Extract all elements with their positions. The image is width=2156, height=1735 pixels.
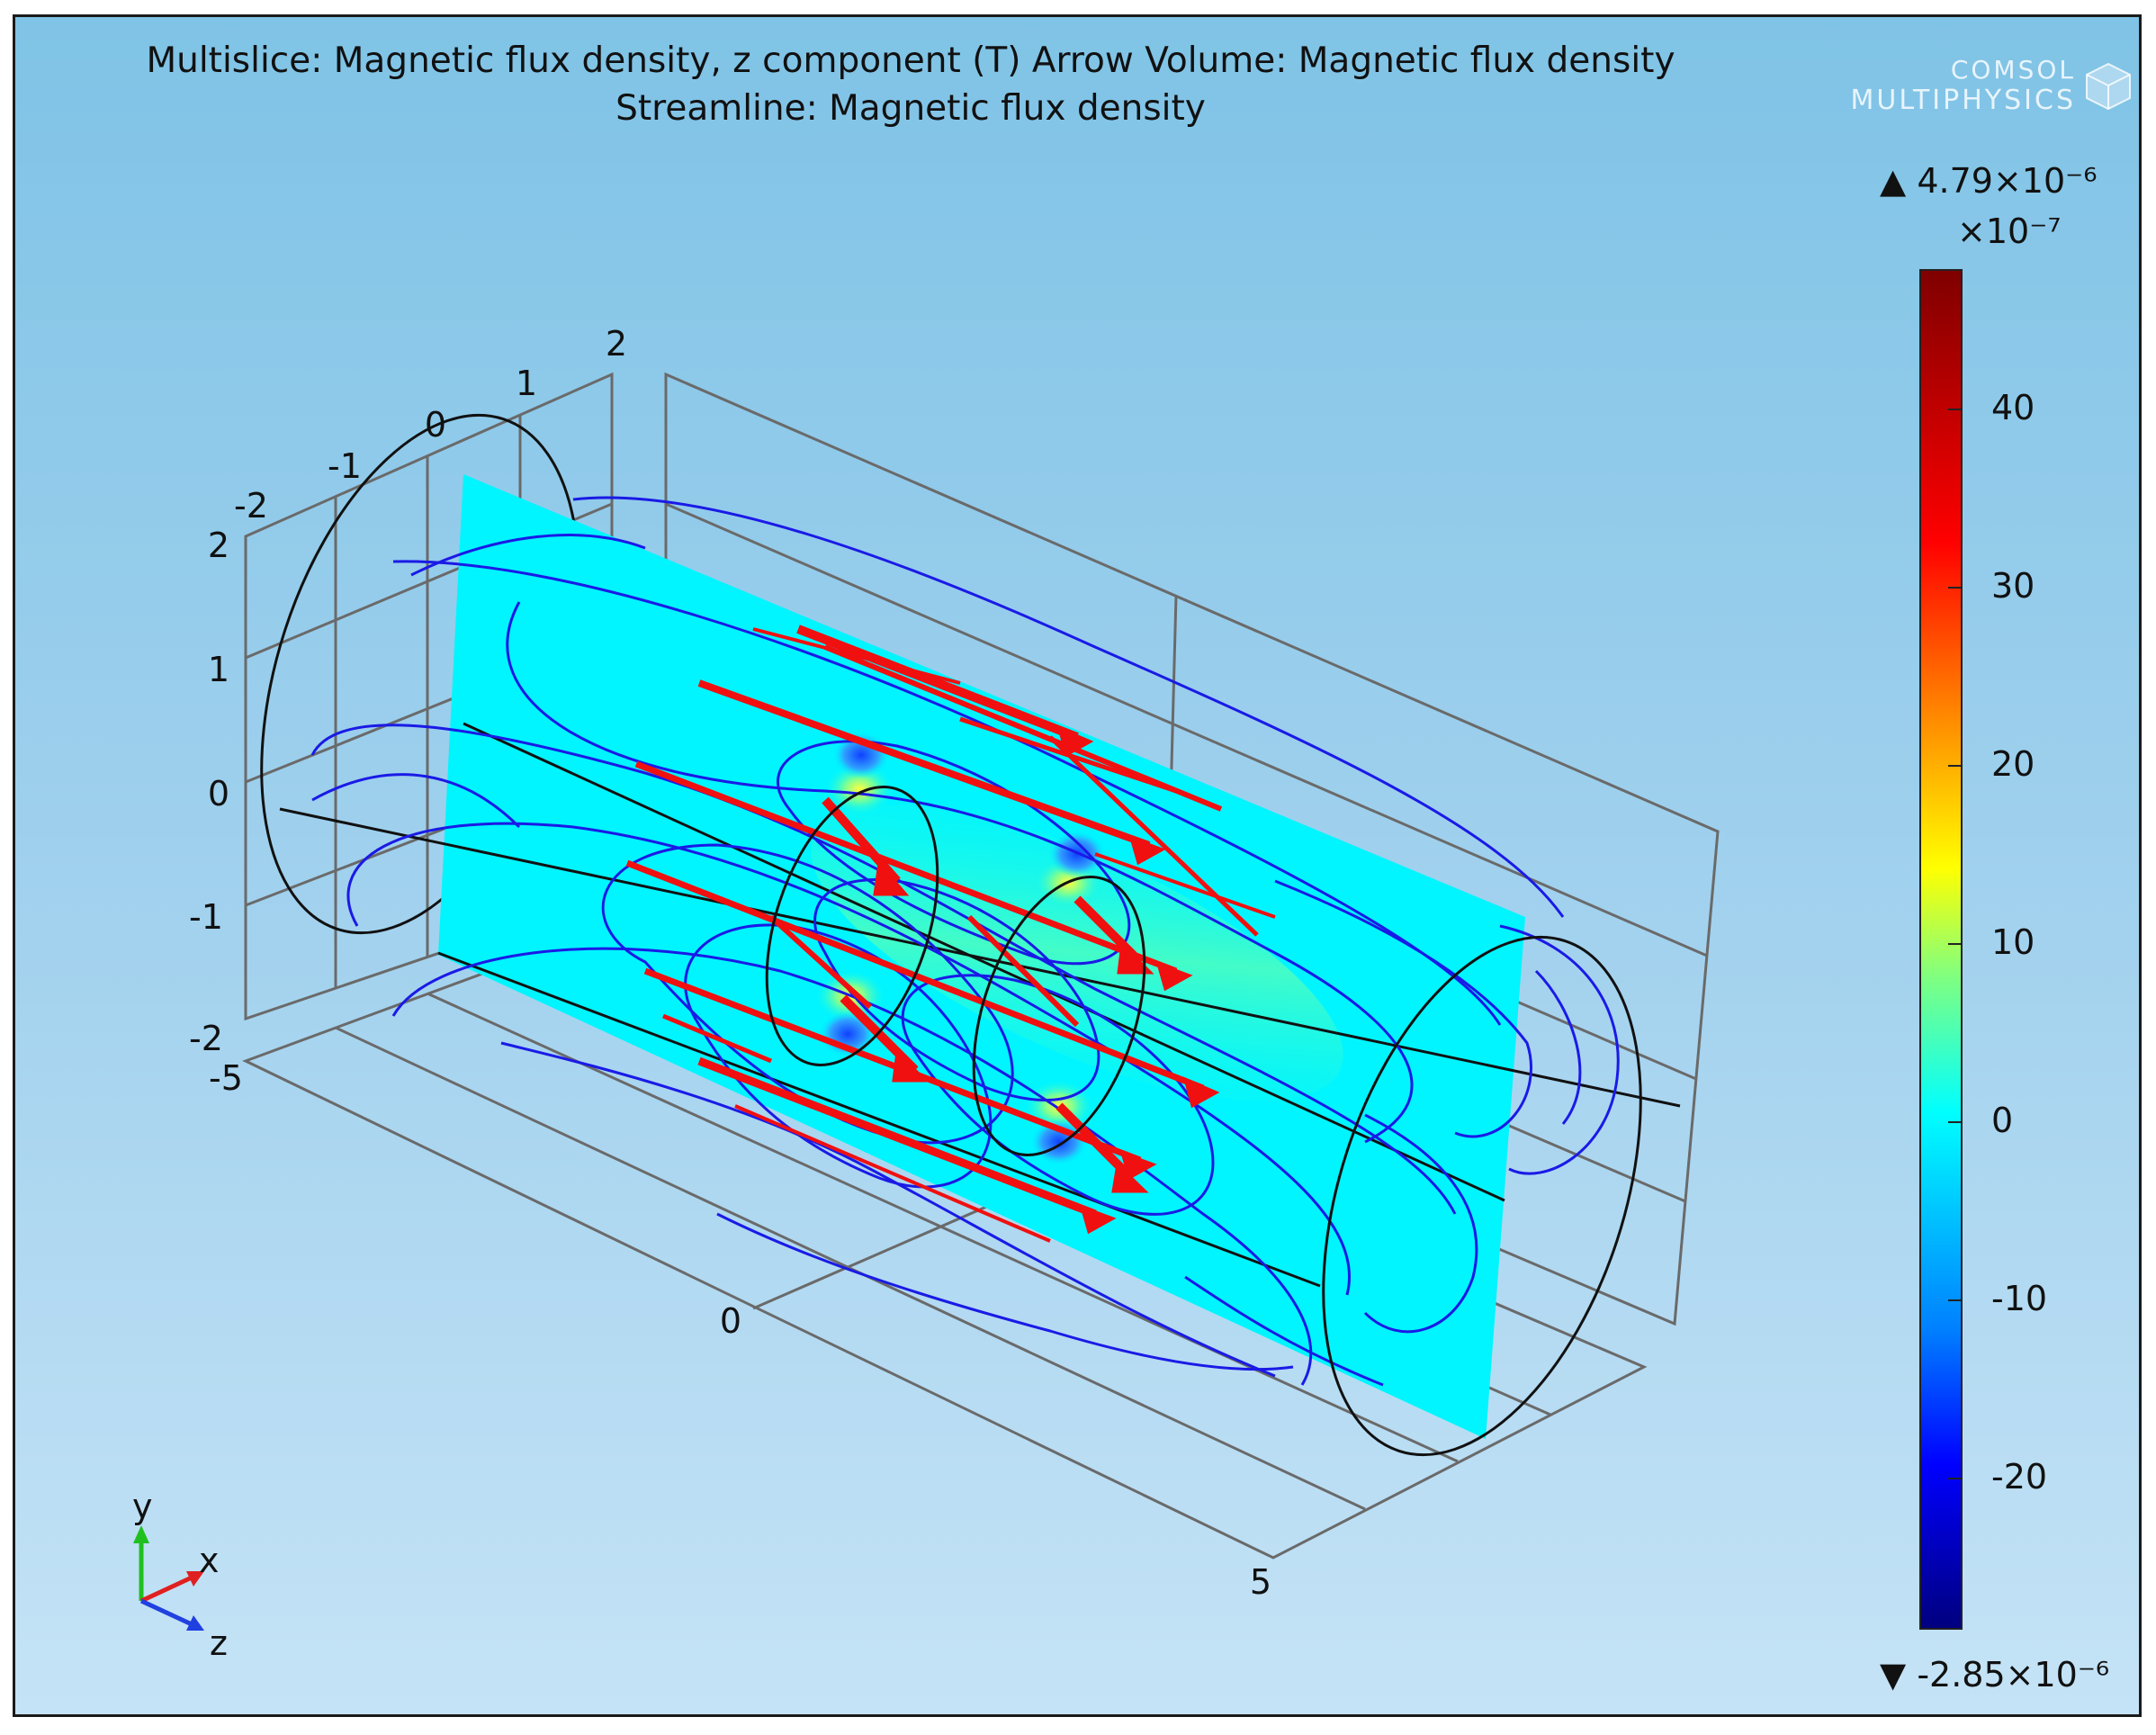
triad-y-label: y bbox=[132, 1487, 153, 1526]
x-tick-label: 0 bbox=[425, 405, 446, 445]
logo-line2: MULTIPHYSICS bbox=[1850, 85, 2076, 116]
cylinder-edge bbox=[279, 807, 1681, 1108]
colorbar-tick-label: 20 bbox=[1991, 744, 2035, 785]
x-axis-ticks: -2 -1 0 1 2 bbox=[234, 324, 627, 526]
plot-title-line2: Streamline: Magnetic flux density bbox=[615, 88, 1206, 129]
triad-x-arrow bbox=[139, 1575, 193, 1604]
axis-triad: y x z bbox=[132, 1487, 228, 1663]
plot-title-line1: Multislice: Magnetic flux density, z com… bbox=[146, 40, 1675, 81]
logo-cube-icon bbox=[2086, 62, 2131, 111]
colorbar-min-label: ▼ -2.85×10⁻⁶ bbox=[1880, 1655, 2109, 1695]
colorbar-tick-mark bbox=[1948, 943, 1963, 946]
z-tick-label: -5 bbox=[209, 1058, 243, 1098]
cylinder-edge bbox=[463, 722, 1505, 1202]
colorbar-tick-label: 10 bbox=[1991, 922, 2035, 963]
triad-z-arrow bbox=[139, 1598, 193, 1627]
streamlines bbox=[310, 496, 1620, 1387]
y-axis-ticks: 2 1 0 -1 -2 bbox=[189, 526, 229, 1058]
colorbar-tick-mark bbox=[1948, 1299, 1963, 1301]
x-tick-label: 1 bbox=[516, 364, 537, 403]
colorbar-tick-label: 0 bbox=[1991, 1100, 2014, 1140]
3d-scene: 2 1 0 -1 -2 -2 -1 0 1 2 -5 0 5 y x bbox=[132, 324, 1720, 1663]
colorbar-tick-label: -20 bbox=[1991, 1456, 2048, 1497]
colorbar-multiplier: ×10⁻⁷ bbox=[1957, 211, 2062, 251]
z-tick-label: 5 bbox=[1250, 1562, 1271, 1602]
z-axis-ticks: -5 0 5 bbox=[209, 1058, 1271, 1602]
colorbar-tick-mark bbox=[1948, 1477, 1963, 1479]
colorbar-tick-label: 30 bbox=[1991, 566, 2035, 607]
colorbar-tick-mark bbox=[1948, 587, 1963, 589]
colorbar-tick-mark bbox=[1948, 1120, 1963, 1123]
logo-line1: COMSOL bbox=[1950, 55, 2076, 85]
colorbar-tick-mark bbox=[1948, 409, 1963, 411]
y-tick-label: 0 bbox=[208, 774, 229, 814]
cold-spot bbox=[1030, 1119, 1088, 1165]
y-tick-label: -1 bbox=[189, 897, 223, 937]
max-marker-icon: ▲ bbox=[1880, 161, 1907, 201]
plot-window: 2 1 0 -1 -2 -2 -1 0 1 2 -5 0 5 y x bbox=[13, 14, 2142, 1717]
cylinder-ring bbox=[972, 876, 1146, 1156]
x-tick-label: -2 bbox=[234, 486, 268, 526]
z-tick-label: 0 bbox=[720, 1301, 741, 1341]
comsol-logo: COMSOL MULTIPHYSICS bbox=[1850, 55, 2131, 116]
triad-x-label: x bbox=[199, 1541, 220, 1580]
cylinder-end-near bbox=[1322, 935, 1642, 1457]
colorbar-tick-label: 40 bbox=[1991, 388, 2035, 428]
colorbar-max-value: 4.79×10⁻⁶ bbox=[1917, 161, 2098, 201]
y-tick-label: 2 bbox=[208, 526, 229, 565]
min-marker-icon: ▼ bbox=[1880, 1655, 1907, 1695]
triad-z-label: z bbox=[210, 1623, 228, 1663]
y-tick-label: 1 bbox=[208, 650, 229, 689]
colorbar-max-label: ▲ 4.79×10⁻⁶ bbox=[1880, 161, 2097, 201]
colorbar bbox=[1919, 269, 1963, 1630]
colorbar-min-value: -2.85×10⁻⁶ bbox=[1917, 1655, 2110, 1695]
x-tick-label: -1 bbox=[328, 446, 362, 486]
y-tick-label: -2 bbox=[189, 1019, 223, 1058]
cylinder-ring bbox=[765, 786, 939, 1066]
colorbar-tick-label: -10 bbox=[1991, 1278, 2048, 1318]
cylinder-edge bbox=[437, 951, 1321, 1288]
colorbar-tick-mark bbox=[1948, 765, 1963, 768]
x-tick-label: 2 bbox=[606, 324, 627, 364]
